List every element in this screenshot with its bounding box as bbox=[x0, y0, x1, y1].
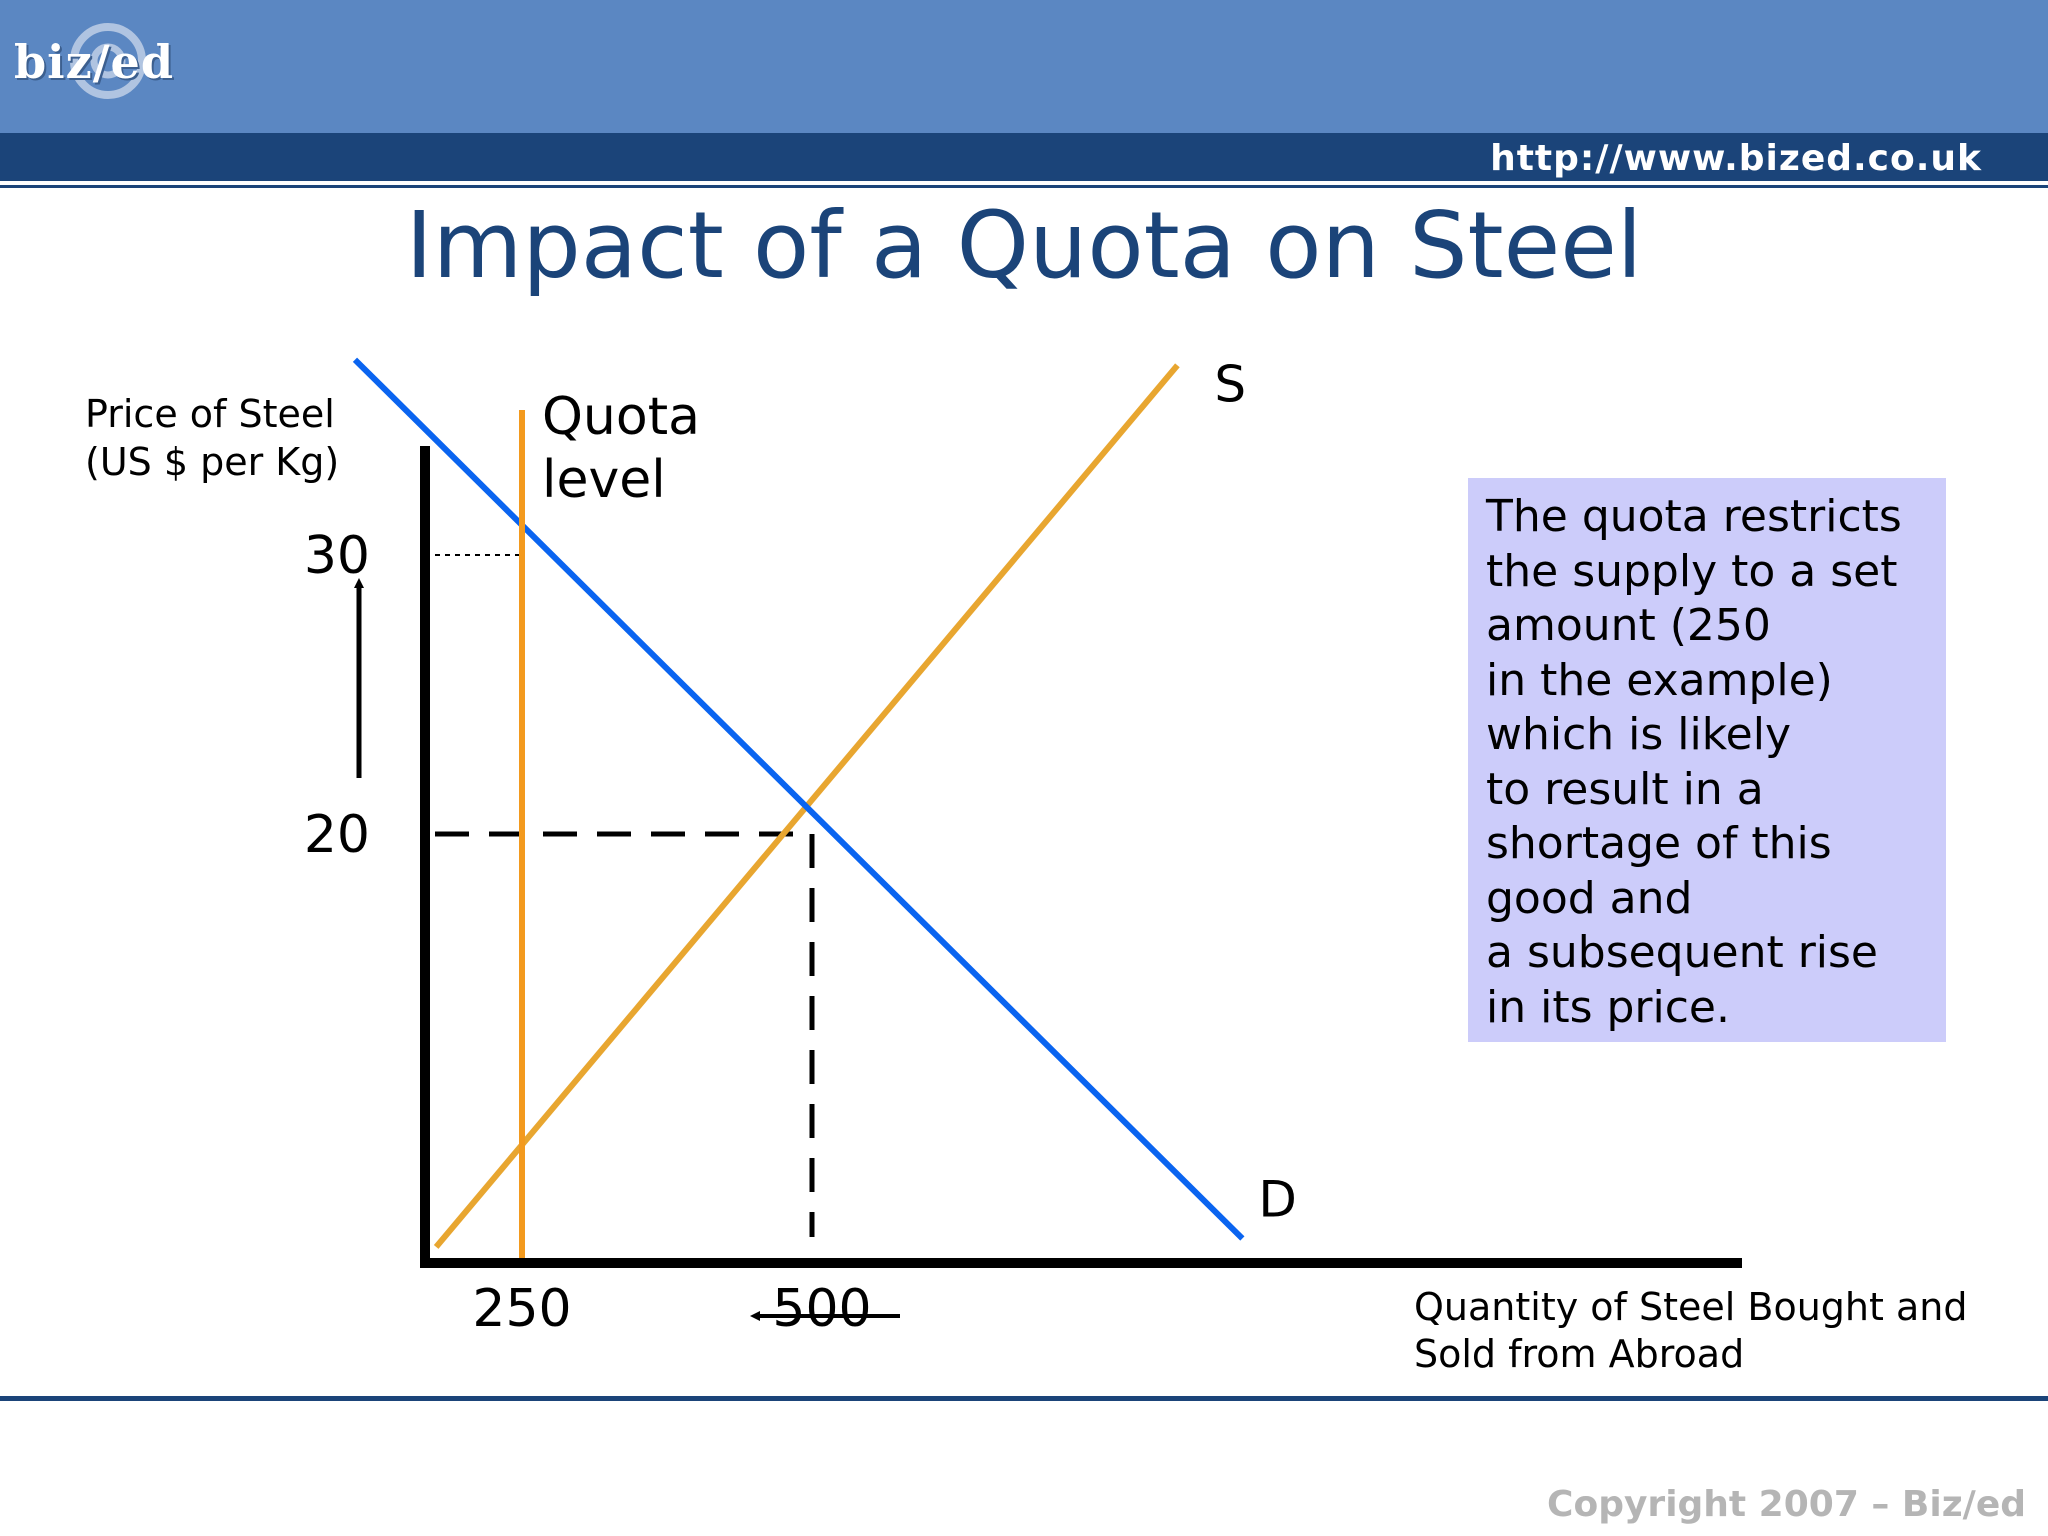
note-line: in its price. bbox=[1486, 981, 1730, 1033]
at-sign-icon bbox=[70, 23, 146, 99]
note-line: a subsequent rise bbox=[1486, 927, 1879, 978]
y-axis-label-line: Price of Steel bbox=[85, 392, 335, 436]
page-title: Impact of a Quota on Steel bbox=[405, 192, 1643, 299]
header-divider bbox=[0, 185, 2048, 188]
quota-label: Quota bbox=[542, 387, 700, 447]
footer-divider bbox=[0, 1396, 2048, 1401]
demand-label: D bbox=[1258, 1171, 1297, 1229]
demand-curve bbox=[352, 357, 1245, 1241]
supply-label: S bbox=[1214, 355, 1246, 413]
explanation-box: The quota restricts the supply to a set … bbox=[1468, 478, 1946, 1042]
note-line: The quota restricts bbox=[1486, 491, 1902, 542]
y-axis-label-line: (US $ per Kg) bbox=[85, 440, 340, 484]
x-tick-label: 250 bbox=[472, 1279, 571, 1339]
x-tick-label: 500 bbox=[772, 1279, 871, 1339]
note-line: good and bbox=[1486, 872, 1693, 924]
note-line: to result in a bbox=[1486, 763, 1764, 815]
y-axis-label: Price of Steel (US $ per Kg) bbox=[85, 390, 339, 486]
logo[interactable]: biz/ed bbox=[14, 35, 174, 89]
note-line: in the example) bbox=[1486, 654, 1833, 706]
x-axis-label: Quantity of Steel Bought and Sold from A… bbox=[1414, 1284, 1968, 1378]
y-tick-label: 30 bbox=[304, 526, 370, 586]
copyright: Copyright 2007 – Biz/ed bbox=[1547, 1484, 2026, 1525]
header-url-bar bbox=[0, 133, 2048, 181]
y-tick-label: 20 bbox=[304, 805, 370, 865]
header-banner bbox=[0, 0, 2048, 133]
quota-label: level bbox=[542, 450, 666, 510]
note-line: shortage of this bbox=[1486, 818, 1832, 869]
note-line: the supply to a set bbox=[1486, 545, 1898, 597]
note-line: amount (250 bbox=[1486, 600, 1771, 651]
site-url[interactable]: http://www.bized.co.uk bbox=[1490, 138, 1982, 179]
x-axis-label-line: Sold from Abroad bbox=[1414, 1332, 1745, 1376]
x-axis-label-line: Quantity of Steel Bought and bbox=[1414, 1285, 1968, 1329]
note-line: which is likely bbox=[1486, 709, 1791, 760]
